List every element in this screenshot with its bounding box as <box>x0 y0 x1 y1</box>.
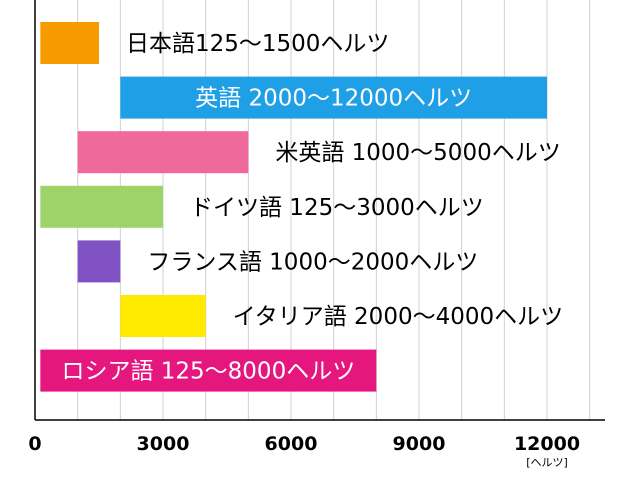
bar <box>40 349 377 392</box>
bar-label: ロシア語 125〜8000ヘルツ <box>61 359 355 385</box>
bar <box>40 22 99 64</box>
x-unit-label: [ヘルツ] <box>526 456 568 469</box>
bar-label: ドイツ語 125〜3000ヘルツ <box>190 195 484 221</box>
x-tick-label: 9000 <box>393 433 446 455</box>
grid-lines <box>77 0 591 420</box>
bar <box>120 76 547 119</box>
bar-label: イタリア語 2000〜4000ヘルツ <box>233 304 563 330</box>
bar <box>40 185 164 228</box>
x-tick-label: 0 <box>28 433 41 455</box>
x-tick-label: 6000 <box>265 433 318 455</box>
bar <box>77 131 249 174</box>
x-tick-label: 12000 <box>514 433 580 455</box>
bar <box>77 240 121 283</box>
bar-label: 米英語 1000〜5000ヘルツ <box>275 140 560 166</box>
x-tick-label: 3000 <box>137 433 190 455</box>
bar-label: 日本語125〜1500ヘルツ <box>126 31 389 57</box>
x-tick-labels: 0 3000 6000 9000 12000 <box>28 433 580 455</box>
bar-label: フランス語 1000〜2000ヘルツ <box>147 249 478 275</box>
bar-label: 英語 2000〜12000ヘルツ <box>195 86 472 112</box>
bar <box>120 295 206 337</box>
